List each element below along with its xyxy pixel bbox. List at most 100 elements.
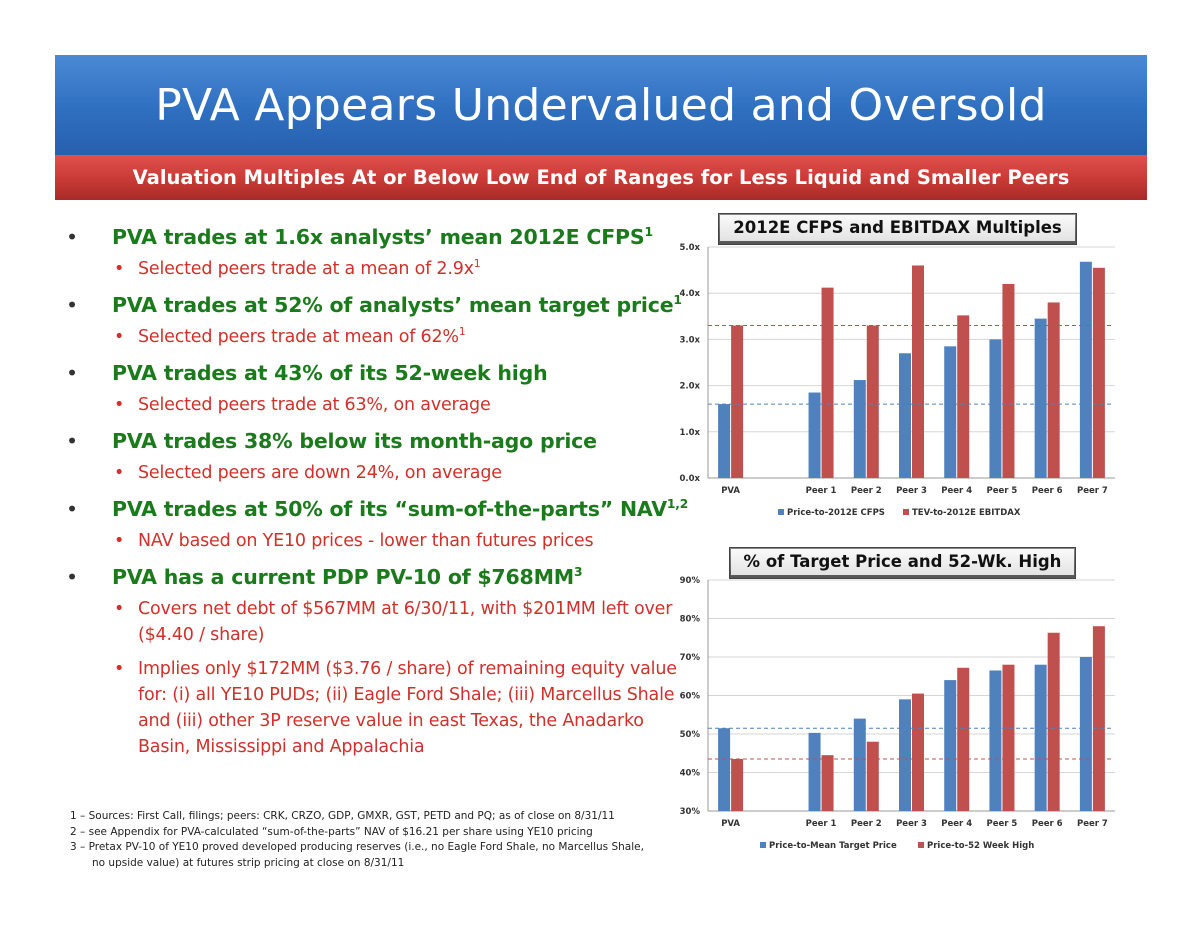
c1-xtick: Peer 4: [941, 486, 972, 496]
main-bullet-text: PVA trades at 50% of its “sum-of-the-par…: [112, 497, 667, 521]
c2-bar-blue: [718, 728, 731, 811]
c2-xtick: Peer 3: [896, 819, 927, 829]
c2-xtick: Peer 4: [941, 819, 972, 829]
bullet-list: • PVA trades at 1.6x analysts’ mean 2012E…: [66, 222, 688, 768]
title-banner: PVA Appears Undervalued and Oversold: [55, 55, 1147, 155]
c2-ytick: 60%: [680, 692, 701, 702]
main-bullet: • PVA trades at 43% of its 52-week high: [66, 358, 686, 388]
c1-xtick: Peer 6: [1032, 486, 1063, 496]
bullet-marker: •: [114, 659, 125, 679]
c1-ytick: 0.0x: [679, 474, 700, 484]
slide-subtitle: Valuation Multiples At or Below Low End …: [132, 166, 1070, 189]
sub-bullet-text: Selected peers trade at 63%, on average: [138, 395, 491, 415]
chart1-title: 2012E CFPS and EBITDAX Multiples: [720, 215, 1075, 241]
main-bullet: • PVA has a current PDP PV-10 of $768MM3: [66, 562, 686, 592]
sub-bullet: • Selected peers trade at 63%, on average: [66, 392, 686, 418]
c2-xtick: Peer 1: [806, 819, 837, 829]
sub-bullet: • Implies only $172MM ($3.76 / share) of …: [66, 656, 686, 760]
main-bullet: • PVA trades 38% below its month-ago pric…: [66, 426, 686, 456]
sub-bullet: • Selected peers trade at mean of 62%1: [66, 324, 686, 350]
subtitle-banner: Valuation Multiples At or Below Low End …: [55, 155, 1147, 200]
c2-ytick: 70%: [680, 653, 701, 663]
footnote-ref: 3: [574, 565, 583, 580]
c1-bar-red: [957, 315, 970, 478]
c2-bar-blue: [899, 699, 911, 811]
c1-bar-blue: [1079, 261, 1092, 478]
c2-bar-red: [1092, 626, 1105, 811]
sub-bullet-text: Covers net debt of $567MM at 6/30/11, wi…: [138, 599, 673, 645]
c1-xtick: Peer 7: [1077, 486, 1108, 496]
c1-bar-blue: [1034, 318, 1047, 478]
c1-bar-red: [866, 325, 879, 478]
c2-legend-label: Price-to-Mean Target Price: [769, 841, 897, 851]
c1-bar-red: [821, 287, 834, 478]
slide-title: PVA Appears Undervalued and Oversold: [155, 79, 1047, 131]
chart-multiples: 0.0x 1.0x 2.0x 3.0x 4.0x 5.0x PVA Peer 1 Peer 2 P…: [679, 243, 1115, 518]
c2-ytick: 30%: [680, 807, 701, 817]
c1-ytick: 5.0x: [679, 243, 700, 253]
c2-xtick: Peer 2: [851, 819, 882, 829]
sub-bullet-text: Implies only $172MM ($3.76 / share) of r…: [138, 659, 677, 757]
c2-ytick: 90%: [680, 576, 701, 586]
sub-bullet: • Selected peers are down 24%, on average: [66, 460, 686, 486]
c1-xtick: Peer 1: [806, 486, 837, 496]
c2-legend-label: Price-to-52 Week High: [927, 841, 1034, 851]
main-bullet-text: PVA trades 38% below its month-ago price: [112, 429, 597, 453]
footnote-ref: 1: [473, 258, 481, 271]
sub-bullet-text: Selected peers trade at a mean of 2.9x: [138, 259, 474, 279]
c2-bar-red: [912, 693, 924, 811]
bullet-marker: •: [66, 565, 78, 589]
c2-ytick: 80%: [680, 615, 701, 625]
c1-bar-red: [1092, 267, 1105, 478]
bullet-marker: •: [66, 293, 78, 317]
c1-legend-label: Price-to-2012E CFPS: [787, 508, 885, 518]
c1-xtick: Peer 5: [987, 486, 1018, 496]
footnote: no upside value) at futures strip pricin…: [92, 856, 405, 869]
sub-bullet: • NAV based on YE10 prices - lower than f…: [66, 528, 686, 554]
bullet-marker: •: [66, 361, 78, 385]
c1-ytick: 1.0x: [679, 428, 700, 438]
c1-xtick: Peer 2: [851, 486, 882, 496]
bullet-marker: •: [114, 259, 125, 279]
c2-bar-red: [866, 741, 879, 811]
sub-bullet-text: Selected peers are down 24%, on average: [138, 463, 502, 483]
c2-bar-red: [957, 667, 970, 811]
c1-ytick: 3.0x: [679, 335, 700, 345]
c1-ytick: 2.0x: [679, 382, 700, 392]
bullet-marker: •: [114, 327, 125, 347]
c1-bar-blue: [989, 339, 1002, 478]
c2-bar-red: [731, 759, 744, 811]
c1-ytick: 4.0x: [679, 289, 700, 299]
main-bullet-text: PVA trades at 1.6x analysts’ mean 2012E …: [112, 225, 645, 249]
c1-bar-blue: [899, 353, 911, 478]
c1-bar-blue: [944, 346, 957, 478]
c2-bar-blue: [853, 718, 866, 811]
footnote-ref: 1: [644, 225, 653, 240]
main-bullet-text: PVA has a current PDP PV-10 of $768MM: [112, 565, 575, 589]
bullet-marker: •: [114, 395, 125, 415]
bullet-marker: •: [114, 531, 125, 551]
chart2-title: % of Target Price and 52-Wk. High: [731, 549, 1074, 575]
c1-xtick: Peer 3: [896, 486, 927, 496]
c2-xtick: Peer 5: [987, 819, 1018, 829]
c1-bar-blue: [853, 380, 866, 478]
c2-bar-blue: [989, 670, 1002, 811]
c1-legend-label: TEV-to-2012E EBITDAX: [912, 508, 1021, 518]
c2-bar-red: [821, 755, 834, 811]
main-bullet-text: PVA trades at 52% of analysts’ mean targ…: [112, 293, 674, 317]
main-bullet: • PVA trades at 50% of its “sum-of-the-pa…: [66, 494, 688, 524]
c2-ytick: 40%: [680, 769, 701, 779]
sub-bullet-text: Selected peers trade at mean of 62%: [138, 327, 459, 347]
sub-bullet: • Selected peers trade at a mean of 2.9x1: [66, 256, 686, 282]
bullet-marker: •: [114, 599, 125, 619]
sub-bullet-text: NAV based on YE10 prices - lower than fu…: [138, 531, 594, 551]
c2-bar-red: [1002, 664, 1015, 811]
main-bullet: • PVA trades at 52% of analysts’ mean tar…: [66, 290, 686, 320]
c1-bar-red: [1002, 283, 1015, 478]
chart1-title-box: 2012E CFPS and EBITDAX Multiples: [718, 213, 1077, 245]
sub-bullet: • Covers net debt of $567MM at 6/30/11, w…: [66, 596, 686, 648]
bullet-marker: •: [66, 497, 78, 521]
c2-ytick: 50%: [680, 730, 701, 740]
c2-bar-red: [1047, 632, 1060, 811]
c2-xtick: Peer 7: [1077, 819, 1108, 829]
